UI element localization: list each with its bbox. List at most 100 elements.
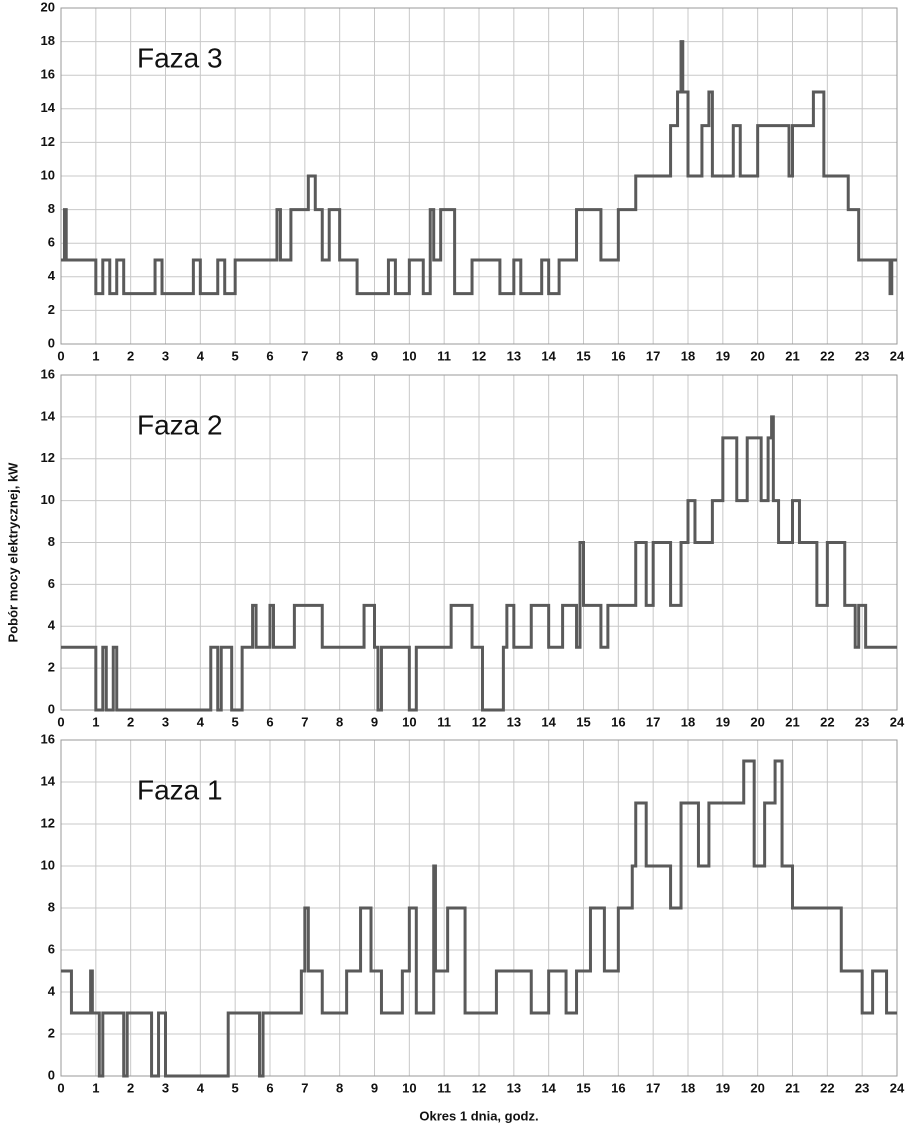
y-tick-label: 10 <box>41 167 55 182</box>
y-tick-label: 8 <box>48 534 55 549</box>
y-tick-label: 4 <box>48 983 56 998</box>
panel-title: Faza 1 <box>137 774 223 805</box>
x-tick-label: 3 <box>162 348 169 363</box>
x-tick-label: 2 <box>127 348 134 363</box>
x-tick-label: 9 <box>371 348 378 363</box>
x-tick-label: 10 <box>402 714 416 729</box>
x-tick-label: 12 <box>472 1080 486 1095</box>
x-tick-label: 0 <box>57 348 64 363</box>
series-line <box>61 759 897 1078</box>
x-tick-label: 19 <box>716 348 730 363</box>
x-tick-label: 24 <box>890 1080 905 1095</box>
x-tick-label: 22 <box>820 714 834 729</box>
x-tick-label: 5 <box>232 714 239 729</box>
x-tick-label: 13 <box>507 1080 521 1095</box>
x-tick-label: 18 <box>681 1080 695 1095</box>
x-tick-label: 5 <box>232 348 239 363</box>
plot-frame <box>60 739 898 1077</box>
y-tick-label: 6 <box>48 576 55 591</box>
y-tick-label: 16 <box>41 366 55 381</box>
x-tick-label: 2 <box>127 1080 134 1095</box>
x-tick-label: 15 <box>576 348 590 363</box>
x-tick-label: 13 <box>507 714 521 729</box>
series-line <box>61 40 897 296</box>
x-tick-label: 4 <box>197 1080 205 1095</box>
y-tick-label: 0 <box>48 1067 55 1082</box>
y-tick-label: 2 <box>48 302 55 317</box>
x-tick-label: 8 <box>336 1080 343 1095</box>
y-tick-label: 12 <box>41 450 55 465</box>
x-tick-label: 15 <box>576 714 590 729</box>
y-tick-label: 8 <box>48 201 55 216</box>
x-tick-label: 10 <box>402 1080 416 1095</box>
x-tick-label: 3 <box>162 714 169 729</box>
x-tick-label: 14 <box>541 348 556 363</box>
x-tick-label: 0 <box>57 714 64 729</box>
y-tick-label: 2 <box>48 660 55 675</box>
x-tick-label: 12 <box>472 348 486 363</box>
x-tick-label: 10 <box>402 348 416 363</box>
x-tick-label: 14 <box>541 1080 556 1095</box>
x-tick-label: 20 <box>750 348 764 363</box>
x-axis-label: Okres 1 dnia, godz. <box>419 1108 538 1123</box>
x-tick-label: 7 <box>301 1080 308 1095</box>
x-tick-label: 7 <box>301 348 308 363</box>
x-tick-label: 1 <box>92 1080 99 1095</box>
y-tick-label: 0 <box>48 335 55 350</box>
x-tick-label: 11 <box>437 348 451 363</box>
x-tick-label: 23 <box>855 1080 869 1095</box>
x-tick-label: 12 <box>472 714 486 729</box>
y-tick-label: 16 <box>41 67 55 82</box>
y-tick-label: 4 <box>48 618 56 633</box>
x-tick-label: 24 <box>890 348 905 363</box>
x-tick-label: 11 <box>437 714 451 729</box>
y-tick-label: 6 <box>48 941 55 956</box>
x-tick-label: 19 <box>716 714 730 729</box>
x-tick-label: 6 <box>266 714 273 729</box>
x-tick-label: 21 <box>785 714 799 729</box>
x-tick-label: 16 <box>611 1080 625 1095</box>
y-tick-label: 4 <box>48 268 56 283</box>
x-tick-label: 0 <box>57 1080 64 1095</box>
x-tick-label: 2 <box>127 714 134 729</box>
x-tick-label: 18 <box>681 348 695 363</box>
y-tick-label: 12 <box>41 815 55 830</box>
y-tick-label: 6 <box>48 235 55 250</box>
x-tick-label: 1 <box>92 348 99 363</box>
x-tick-label: 14 <box>541 714 556 729</box>
y-tick-label: 8 <box>48 899 55 914</box>
x-tick-label: 20 <box>750 714 764 729</box>
y-axis-label: Pobór mocy elektrycznej, kW <box>5 462 20 643</box>
x-tick-label: 7 <box>301 714 308 729</box>
x-tick-label: 15 <box>576 1080 590 1095</box>
x-tick-label: 23 <box>855 714 869 729</box>
panel-title: Faza 2 <box>137 409 223 440</box>
y-tick-label: 0 <box>48 701 55 716</box>
y-tick-label: 18 <box>41 33 55 48</box>
x-tick-label: 4 <box>197 348 205 363</box>
y-tick-label: 14 <box>41 408 56 423</box>
y-tick-label: 12 <box>41 134 55 149</box>
x-tick-label: 24 <box>890 714 905 729</box>
x-tick-label: 6 <box>266 1080 273 1095</box>
x-tick-label: 16 <box>611 348 625 363</box>
series-line <box>61 415 897 712</box>
x-tick-label: 4 <box>197 714 205 729</box>
plot-frame <box>60 374 898 711</box>
panel-title: Faza 3 <box>137 42 223 73</box>
y-tick-label: 2 <box>48 1025 55 1040</box>
x-tick-label: 17 <box>646 348 660 363</box>
x-tick-label: 13 <box>507 348 521 363</box>
y-tick-label: 16 <box>41 731 55 746</box>
x-tick-label: 1 <box>92 714 99 729</box>
y-tick-label: 10 <box>41 492 55 507</box>
x-tick-label: 21 <box>785 1080 799 1095</box>
y-tick-label: 14 <box>41 773 56 788</box>
x-tick-label: 20 <box>750 1080 764 1095</box>
y-tick-label: 10 <box>41 857 55 872</box>
x-tick-label: 6 <box>266 348 273 363</box>
x-tick-label: 21 <box>785 348 799 363</box>
y-tick-label: 14 <box>41 100 56 115</box>
x-tick-label: 16 <box>611 714 625 729</box>
